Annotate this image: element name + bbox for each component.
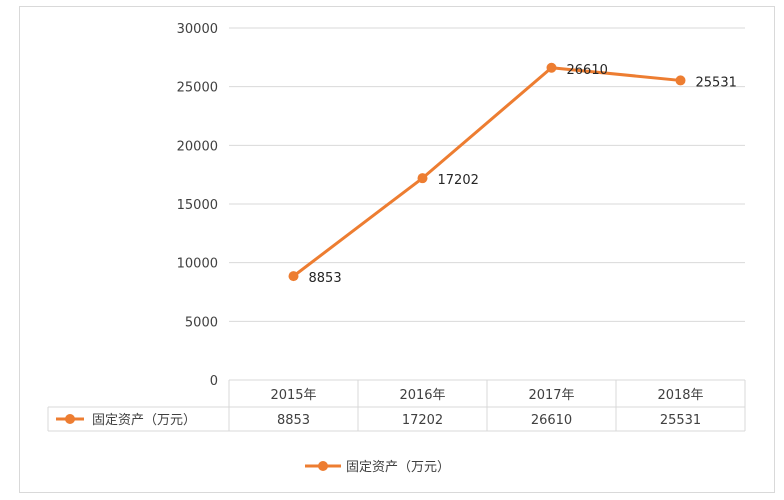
data-point [288, 271, 299, 282]
y-tick-label: 5000 [185, 315, 218, 330]
y-tick-label: 20000 [177, 139, 218, 154]
data-label: 8853 [309, 271, 342, 286]
gridlines [229, 27, 745, 322]
table-value: 25531 [660, 413, 701, 428]
x-category-label: 2015年 [270, 388, 316, 403]
table-value: 26610 [531, 413, 572, 428]
x-category-label: 2018年 [657, 388, 703, 403]
legend-marker [318, 461, 328, 471]
data-label: 25531 [696, 75, 737, 90]
series-layer: 8853 17202 26610 25531 [288, 62, 737, 286]
x-category-label: 2016年 [399, 388, 445, 403]
y-tick-label: 10000 [177, 257, 218, 272]
table-value: 8853 [277, 413, 310, 428]
table-series-name: 固定资产（万元） [92, 413, 196, 428]
y-tick-label: 15000 [177, 198, 218, 213]
series-line [292, 66, 681, 278]
y-tick-label: 25000 [177, 81, 218, 96]
data-label: 26610 [567, 63, 608, 78]
table-legend-marker [65, 414, 75, 424]
data-point [417, 173, 428, 184]
legend-label: 固定资产（万元） [346, 460, 450, 475]
legend: 固定资产（万元） [305, 460, 450, 475]
y-tick-label: 30000 [177, 22, 218, 37]
data-label: 17202 [438, 173, 479, 188]
x-category-label: 2017年 [528, 388, 574, 403]
y-tick-label: 0 [210, 374, 218, 389]
data-point [546, 62, 557, 73]
data-point [675, 75, 686, 86]
data-table: 2015年 8853 2016年 17202 2017年 26610 2018年 25531 固… [47, 379, 746, 432]
table-value: 17202 [402, 413, 443, 428]
y-axis-ticks: 0 5000 10000 15000 20000 25000 30000 [177, 22, 218, 389]
